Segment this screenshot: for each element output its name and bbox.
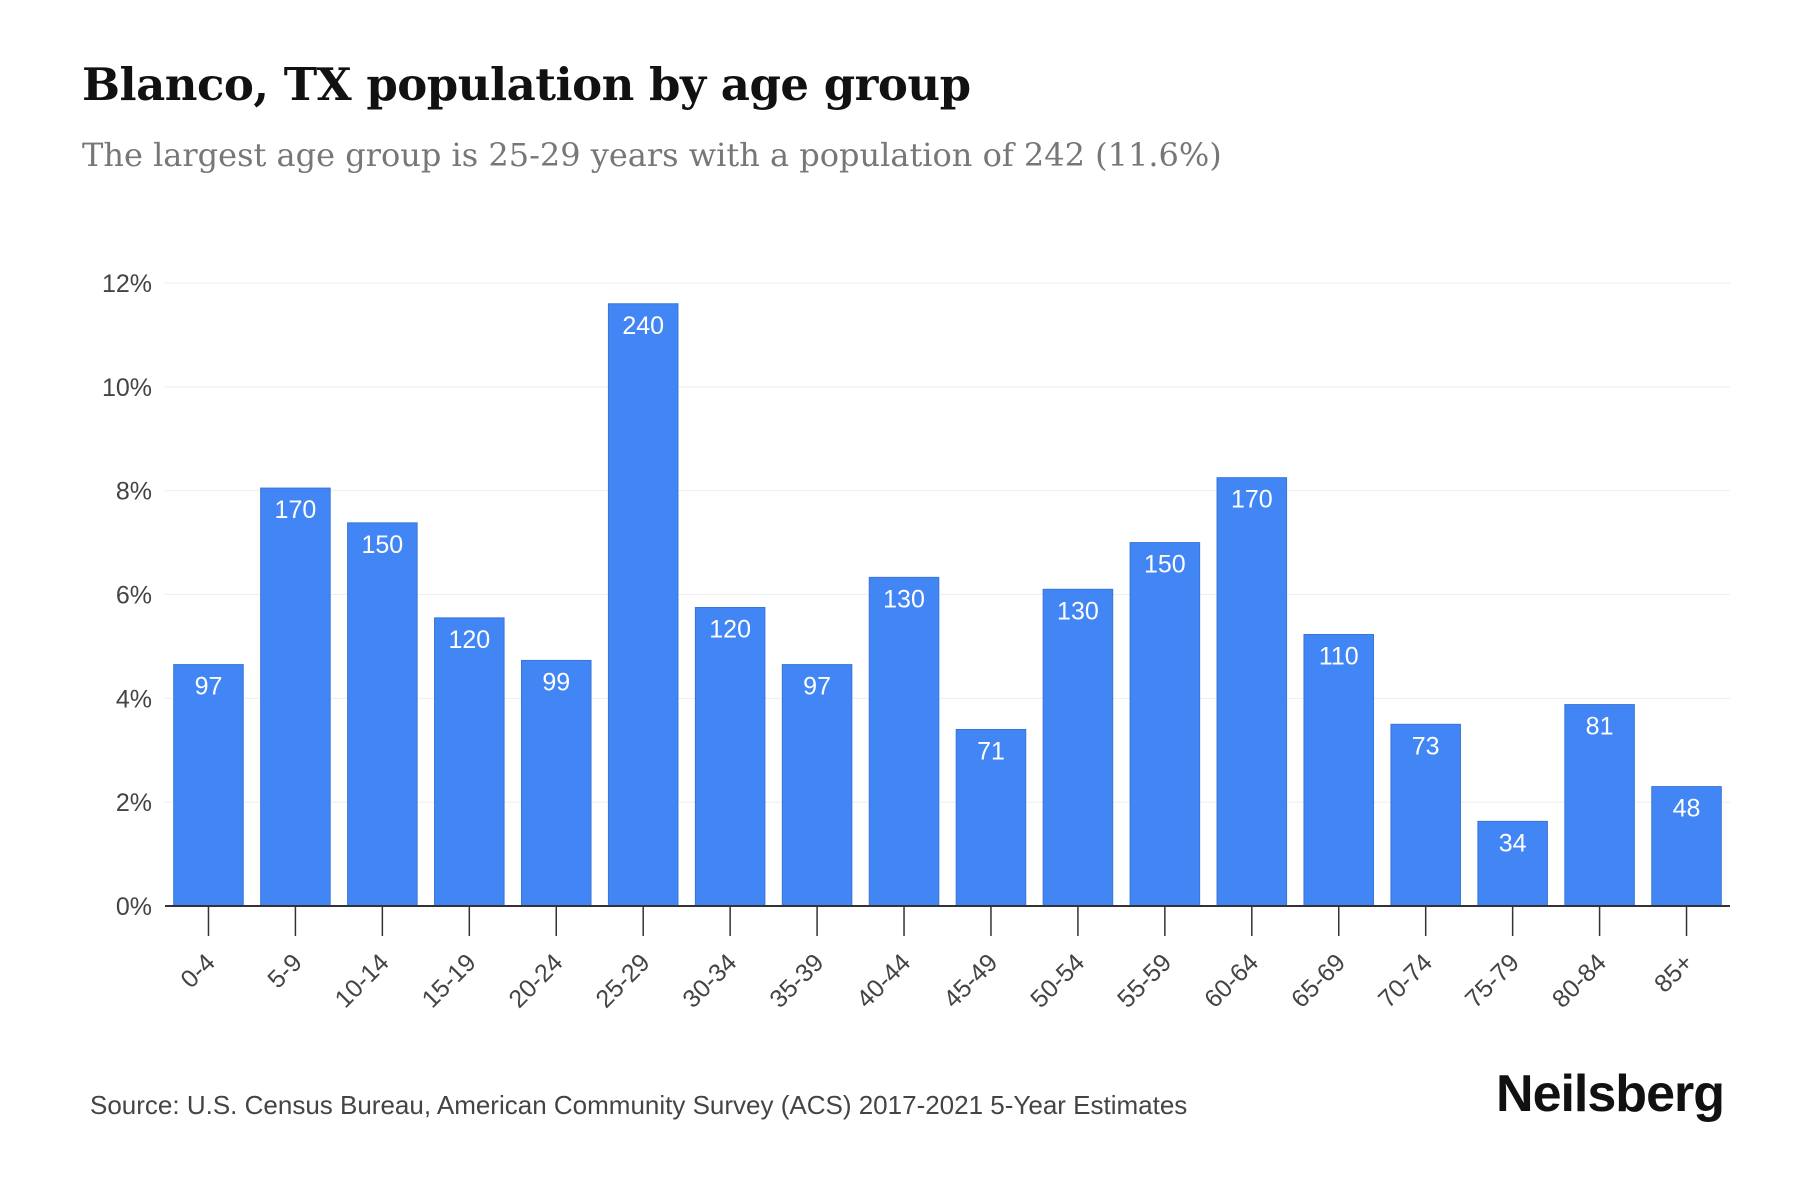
bar-value-label: 81 xyxy=(1586,713,1614,741)
x-tick-label: 85+ xyxy=(1649,948,1699,998)
bar-55-59 xyxy=(1129,542,1201,907)
bar-5-9 xyxy=(260,487,331,907)
bar-value-label: 130 xyxy=(1057,597,1099,625)
bar-value-label: 99 xyxy=(542,668,570,696)
bar-value-label: 150 xyxy=(362,531,404,559)
bar-value-label: 34 xyxy=(1499,829,1527,857)
x-tick-label: 60-64 xyxy=(1199,948,1264,1013)
bar-value-label: 110 xyxy=(1319,642,1359,670)
bar-value-label: 120 xyxy=(709,615,751,643)
bar-25-29 xyxy=(607,303,679,907)
y-tick-label: 4% xyxy=(116,685,152,713)
bar-value-label: 120 xyxy=(448,626,490,654)
y-tick-label: 8% xyxy=(116,478,152,506)
bar-65-69 xyxy=(1303,633,1375,907)
bar-value-label: 170 xyxy=(275,496,317,524)
y-tick-label: 2% xyxy=(116,789,152,817)
x-tick-label: 5-9 xyxy=(262,948,307,993)
bar-value-label: 73 xyxy=(1412,732,1440,760)
brand-logo: Neilsberg xyxy=(1496,1065,1725,1123)
bar-value-label: 150 xyxy=(1144,551,1186,579)
bar-value-label: 71 xyxy=(977,737,1005,765)
bar-value-label: 130 xyxy=(883,585,925,613)
bar-value-label: 97 xyxy=(803,673,831,701)
x-tick-label: 0-4 xyxy=(175,948,220,993)
bar-20-24 xyxy=(520,659,592,907)
bar-70-74 xyxy=(1390,723,1461,907)
bar-75-79 xyxy=(1477,820,1548,907)
x-tick-label: 25-29 xyxy=(590,948,655,1013)
bar-45-49 xyxy=(955,728,1027,907)
source-note: Source: U.S. Census Bureau, American Com… xyxy=(90,1090,1188,1120)
bar-0-4 xyxy=(173,664,244,907)
x-tick-label: 30-34 xyxy=(677,948,742,1013)
x-tick-label: 55-59 xyxy=(1112,948,1177,1013)
x-tick-label: 10-14 xyxy=(330,948,395,1013)
bar-value-label: 48 xyxy=(1673,795,1701,823)
y-tick-label: 0% xyxy=(116,893,152,921)
bar-60-64 xyxy=(1216,477,1288,907)
y-tick-label: 6% xyxy=(116,582,152,610)
chart-title: Blanco, TX population by age group xyxy=(82,58,971,111)
bar-value-label: 170 xyxy=(1231,486,1273,514)
bar-value-label: 240 xyxy=(622,312,664,340)
bar-30-34 xyxy=(694,606,766,907)
bar-value-label: 97 xyxy=(195,673,223,701)
x-tick-label: 35-39 xyxy=(764,948,829,1013)
bar-10-14 xyxy=(347,522,418,907)
x-tick-label: 70-74 xyxy=(1373,948,1438,1013)
x-tick-label: 80-84 xyxy=(1547,948,1612,1013)
x-tick-label: 50-54 xyxy=(1025,948,1090,1013)
chart-subtitle: The largest age group is 25-29 years wit… xyxy=(82,136,1222,174)
x-tick-label: 65-69 xyxy=(1286,948,1351,1013)
x-tick-label: 45-49 xyxy=(938,948,1003,1013)
x-tick-label: 75-79 xyxy=(1460,948,1525,1013)
bar-chart: 0% 2% 4% 6% 8% 10% 12% 97 0-4 170 5-9 150 10-14 120 15… xyxy=(102,270,1730,1013)
bar-50-54 xyxy=(1042,588,1114,907)
bar-40-44 xyxy=(868,576,940,907)
x-tick-label: 20-24 xyxy=(503,948,568,1013)
y-tick-label: 12% xyxy=(102,270,152,298)
x-tick-label: 40-44 xyxy=(851,948,916,1013)
y-tick-label: 10% xyxy=(102,374,152,402)
bar-15-19 xyxy=(434,617,505,907)
bar-35-39 xyxy=(781,664,853,907)
bar-80-84 xyxy=(1564,704,1635,907)
x-tick-label: 15-19 xyxy=(417,948,482,1013)
